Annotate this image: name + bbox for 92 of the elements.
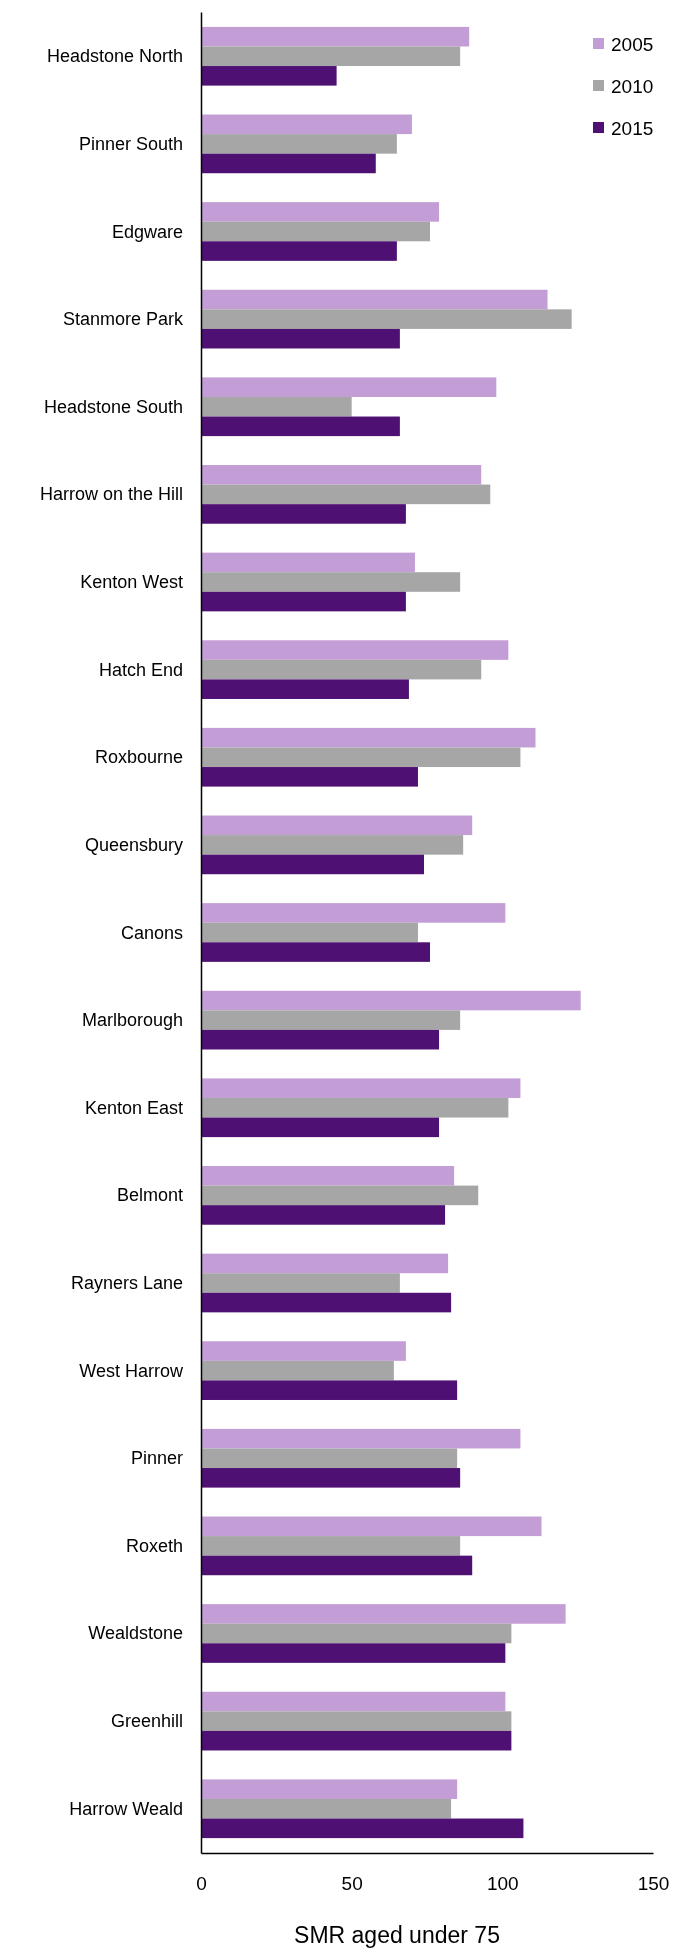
bar xyxy=(201,835,464,855)
bar xyxy=(201,1643,506,1663)
y-tick-label: Canons xyxy=(120,922,183,943)
bar xyxy=(201,1097,509,1118)
y-tick-label: Harrow on the Hill xyxy=(39,484,183,505)
bar xyxy=(201,854,424,875)
y-tick-label: Stanmore Park xyxy=(62,309,184,330)
legend-label: 2010 xyxy=(611,75,654,97)
bar xyxy=(201,241,397,261)
bar xyxy=(201,114,412,135)
bar xyxy=(201,1166,455,1186)
bar xyxy=(201,747,521,768)
bar xyxy=(201,1380,458,1400)
y-tick-label: Queensbury xyxy=(84,834,183,855)
y-tick-label: Edgware xyxy=(111,221,183,242)
bar xyxy=(201,727,536,748)
bar xyxy=(201,377,497,397)
bar xyxy=(201,396,352,417)
bar xyxy=(201,1117,440,1138)
bar xyxy=(201,465,482,485)
x-tick-label: 50 xyxy=(341,1873,363,1895)
bar xyxy=(201,1623,512,1644)
bar xyxy=(201,1536,461,1556)
bar xyxy=(201,1555,473,1576)
bar xyxy=(201,66,337,86)
bar xyxy=(201,1253,449,1274)
y-tick-label: Marlborough xyxy=(81,1010,183,1031)
y-tick-label: Kenton West xyxy=(80,572,183,592)
bar xyxy=(201,1448,458,1469)
bar xyxy=(201,679,409,699)
bar xyxy=(201,1185,479,1206)
y-tick-label: Wealdstone xyxy=(88,1623,183,1644)
bar xyxy=(201,1029,440,1050)
bar xyxy=(201,1468,461,1488)
bar xyxy=(201,591,406,612)
bar xyxy=(201,1691,506,1712)
bar xyxy=(201,416,400,437)
bar xyxy=(201,1360,394,1381)
y-tick-label: West Harrow xyxy=(79,1360,184,1381)
bar xyxy=(201,1730,512,1751)
bar xyxy=(201,767,418,787)
bar xyxy=(201,659,482,680)
y-tick-label: Belmont xyxy=(116,1185,183,1206)
bar xyxy=(201,572,461,592)
bar xyxy=(201,1798,452,1819)
y-tick-label: Harrow Weald xyxy=(69,1798,183,1819)
bar xyxy=(201,1205,446,1225)
bar xyxy=(201,1516,542,1537)
x-tick-label: 150 xyxy=(637,1873,670,1895)
bar xyxy=(201,504,406,524)
x-tick-label: 0 xyxy=(196,1873,207,1895)
y-tick-label: Kenton East xyxy=(84,1097,183,1118)
bar xyxy=(201,903,506,923)
bar xyxy=(201,134,397,154)
bar xyxy=(201,1818,524,1839)
bar xyxy=(201,552,415,573)
bar xyxy=(201,328,400,349)
x-tick-label: 100 xyxy=(486,1873,519,1895)
bar xyxy=(201,1292,452,1313)
y-tick-label: Roxbourne xyxy=(94,747,183,768)
y-tick-label: Headstone South xyxy=(43,396,183,417)
y-tick-label: Rayners Lane xyxy=(70,1273,183,1293)
bar xyxy=(201,26,470,47)
bar xyxy=(201,1711,512,1731)
legend-label: 2005 xyxy=(611,33,654,55)
bar xyxy=(201,1604,566,1624)
bar xyxy=(201,1428,521,1449)
bar xyxy=(201,153,376,174)
bar xyxy=(201,990,581,1011)
y-tick-label: Hatch End xyxy=(98,659,183,680)
y-tick-label: Greenhill xyxy=(110,1711,183,1732)
bar xyxy=(201,309,572,329)
bar xyxy=(201,221,431,242)
x-axis-title: SMR aged under 75 xyxy=(294,1922,500,1948)
bar xyxy=(201,1341,406,1361)
bar xyxy=(201,1078,521,1098)
y-tick-label: Headstone North xyxy=(46,46,183,67)
y-tick-label: Roxeth xyxy=(125,1535,183,1556)
bar xyxy=(201,46,461,67)
legend-label: 2015 xyxy=(611,117,654,139)
bar xyxy=(201,1779,458,1799)
bar xyxy=(201,484,491,505)
bar xyxy=(201,1010,461,1030)
y-tick-label: Pinner South xyxy=(78,133,183,154)
bar xyxy=(201,942,431,962)
bar xyxy=(201,289,548,310)
bar xyxy=(201,640,509,660)
bar xyxy=(201,1273,400,1293)
bar xyxy=(201,202,440,222)
y-tick-label: Pinner xyxy=(130,1448,184,1469)
bar xyxy=(201,922,418,943)
bar xyxy=(201,815,473,836)
